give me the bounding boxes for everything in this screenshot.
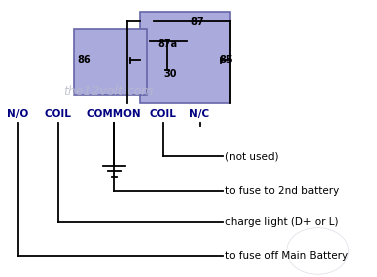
Text: N/C: N/C <box>190 109 210 119</box>
Bar <box>74 29 147 95</box>
Text: 87a: 87a <box>158 39 178 49</box>
Text: to fuse to 2nd battery: to fuse to 2nd battery <box>225 186 339 196</box>
Text: N/O: N/O <box>7 109 28 119</box>
Bar <box>139 12 230 103</box>
Text: to fuse off Main Battery: to fuse off Main Battery <box>225 252 348 261</box>
Text: 87: 87 <box>190 17 204 27</box>
Text: (not used): (not used) <box>225 151 279 161</box>
Text: COIL: COIL <box>44 109 71 119</box>
Text: the12volt.com: the12volt.com <box>63 85 154 98</box>
Text: COIL: COIL <box>150 109 176 119</box>
Text: COMMON: COMMON <box>87 109 141 119</box>
Text: 85: 85 <box>219 55 233 65</box>
Text: 30: 30 <box>163 69 177 79</box>
Text: charge light (D+ or L): charge light (D+ or L) <box>225 217 339 227</box>
Text: 86: 86 <box>78 55 91 65</box>
